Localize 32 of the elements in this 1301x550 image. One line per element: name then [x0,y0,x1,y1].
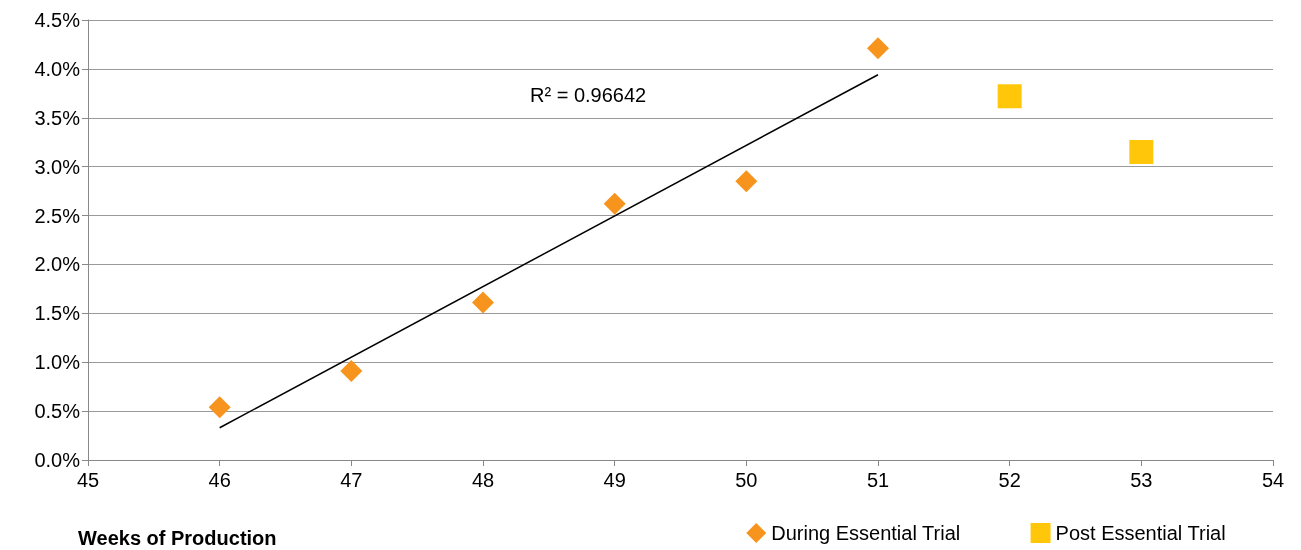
point [472,291,494,314]
x-tick-label: 51 [866,469,890,491]
x-tick-label: 49 [603,469,626,491]
y-tick-label: 0.0% [34,449,81,471]
x-axis-title: Weeks of Production [78,527,277,549]
y-tick-label: 3.0% [34,155,81,178]
x-tick-label: 50 [735,469,758,491]
x-tick-label: 46 [208,469,231,491]
y-tick-label: 1.0% [34,351,81,374]
y-tick-label: 2.0% [34,253,81,276]
legend-label: Post Essential Trial [1055,522,1226,544]
y-tick-label: 4.0% [34,57,81,80]
x-tick-label: 47 [340,469,363,491]
point [997,84,1022,109]
point [340,360,363,383]
point [735,170,758,193]
x-tick-label: 52 [998,469,1021,491]
annotation: R² = 0.96642 [530,84,647,106]
x-tick-label: 53 [1130,469,1153,491]
x-tick-label: 45 [76,469,100,491]
point [1129,140,1154,164]
y-tick-label: 0.5% [34,400,81,423]
y-tick-label: 3.5% [34,106,81,129]
y-tick-label: 4.5% [34,9,81,31]
point [867,37,889,60]
x-tick-label: 48 [471,469,495,491]
point [603,192,626,215]
y-tick-label: 1.5% [34,302,81,325]
y-tick-label: 2.5% [34,204,81,227]
point [208,396,231,419]
x-tick-label: 54 [1261,469,1285,491]
legend-label: During Essential Trial [771,522,961,544]
